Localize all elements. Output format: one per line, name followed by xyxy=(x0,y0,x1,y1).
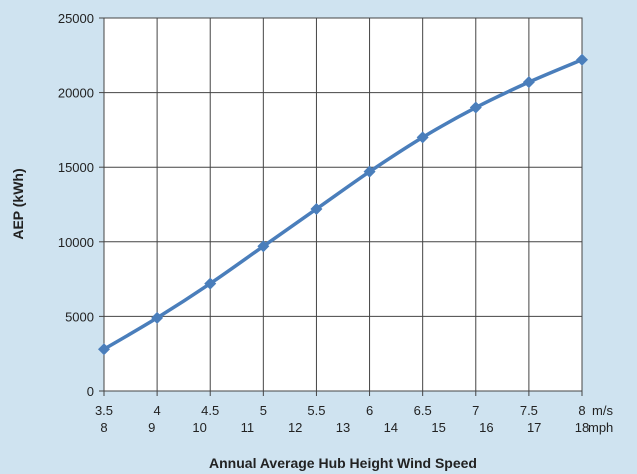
y-tick-label: 25000 xyxy=(58,11,94,26)
y-tick-label: 20000 xyxy=(58,86,94,101)
x-axis-title: Annual Average Hub Height Wind Speed xyxy=(209,455,477,471)
data-point xyxy=(522,76,535,89)
series-group xyxy=(98,53,588,356)
x-tick-label-ms: 6.5 xyxy=(414,403,432,418)
data-point xyxy=(363,165,376,178)
grid-lines xyxy=(99,17,583,396)
x-tick-label-ms: 4.5 xyxy=(201,403,219,418)
y-tick-label: 15000 xyxy=(58,160,94,175)
x-tick-label-ms: 6 xyxy=(366,403,373,418)
x-tick-label-mph: 16 xyxy=(479,420,493,435)
x-tick-label-ms: 3.5 xyxy=(95,403,113,418)
x-tick-label-ms: 8 xyxy=(578,403,585,418)
data-point xyxy=(98,343,110,356)
x-tick-label-ms: 5.5 xyxy=(307,403,325,418)
x-tick-label-mph: 17 xyxy=(527,420,541,435)
data-point xyxy=(576,53,588,66)
x-tick-label-mph: 11 xyxy=(241,420,255,435)
y-tick-label: 5000 xyxy=(65,309,94,324)
x-tick-label-mph: 12 xyxy=(288,420,302,435)
y-tick-labels: 0 5000 10000 15000 20000 25000 xyxy=(58,11,94,399)
x-tick-label-mph: 10 xyxy=(192,420,206,435)
x-tick-label-mph: 9 xyxy=(148,420,155,435)
x-unit-ms: m/s xyxy=(592,403,613,418)
x-tick-label-mph: 15 xyxy=(431,420,445,435)
y-axis-title: AEP (kWh) xyxy=(10,168,26,239)
data-point xyxy=(310,202,323,215)
plot-area xyxy=(103,17,583,392)
x-tick-label-mph: 18 xyxy=(575,420,589,435)
x-unit-mph: mph xyxy=(588,420,613,435)
y-tick-label: 10000 xyxy=(58,235,94,250)
x-tick-label-ms: 5 xyxy=(260,403,267,418)
x-tick-label-ms: 4 xyxy=(153,403,160,418)
data-point xyxy=(416,131,429,144)
y-tick-label: 0 xyxy=(87,384,94,399)
data-point xyxy=(257,240,270,253)
x-tick-label-ms: 7 xyxy=(472,403,479,418)
x-tick-label-mph: 8 xyxy=(100,420,107,435)
x-tick-label-mph: 13 xyxy=(336,420,350,435)
x-tick-labels: 3.5 4 4.5 5 5.5 6 6.5 7 7.5 8 8 9 10 11 12 13 14 15 16 17 18 xyxy=(95,403,589,435)
x-tick-label-mph: 14 xyxy=(384,420,398,435)
series-line xyxy=(103,58,583,351)
data-point xyxy=(151,311,164,324)
data-point xyxy=(469,101,482,114)
x-tick-label-ms: 7.5 xyxy=(520,403,538,418)
data-point xyxy=(204,277,217,290)
